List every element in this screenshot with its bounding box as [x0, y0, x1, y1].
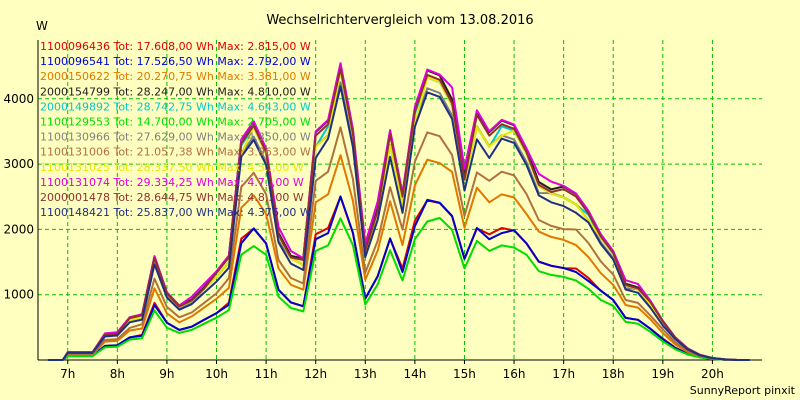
y-tick-label: 3000: [3, 157, 34, 171]
series-line: [47, 154, 750, 361]
legend-entry: 1100130966 Tot: 27.629,00 Wh Max: 4.350,…: [40, 131, 311, 144]
x-tick-label: 20h: [701, 367, 724, 381]
y-tick-label: 2000: [3, 222, 34, 236]
x-tick-label: 14h: [403, 367, 426, 381]
legend-entry: 2000149892 Tot: 28.742,75 Wh Max: 4.643,…: [40, 100, 311, 113]
legend-entry: 1100096436 Tot: 17.608,00 Wh Max: 2.815,…: [40, 40, 311, 53]
series-line: [47, 195, 750, 361]
legend-entry: 2000150622 Tot: 20.270,75 Wh Max: 3.381,…: [40, 70, 311, 83]
legend-entry: 1100131074 Tot: 29.334,25 Wh Max: 4.7..,…: [40, 176, 304, 189]
x-tick-label: 17h: [552, 367, 575, 381]
legend-entry: 2000154799 Tot: 28.247,00 Wh Max: 4.810,…: [40, 85, 311, 98]
series-lines: [47, 62, 750, 361]
axes: [37, 40, 762, 361]
x-tick-label: 12h: [304, 367, 327, 381]
legend-entry: 1100131025 Tot: 28.337,50 Wh Max: 4.5..,…: [40, 161, 304, 174]
x-tick-label: 9h: [159, 367, 174, 381]
legend-entry: 1100131006 Tot: 21.057,38 Wh Max: 3.963,…: [40, 146, 311, 159]
legend-entry: 2000001478 Tot: 28.644,75 Wh Max: 4.8..,…: [40, 191, 304, 204]
y-tick-label: 4000: [3, 92, 34, 106]
series-line: [47, 126, 750, 361]
x-tick-label: 19h: [651, 367, 674, 381]
series-line: [47, 67, 750, 361]
legend-entry: 1100129553 Tot: 14.700,00 Wh Max: 2.705,…: [40, 116, 311, 129]
y-axis-label: W: [36, 19, 48, 33]
x-tick-label: 18h: [602, 367, 625, 381]
x-tick-label: 10h: [205, 367, 228, 381]
legend-entry: 1100096541 Tot: 17.526,50 Wh Max: 2.792,…: [40, 55, 311, 68]
x-tick-labels: 7h 8h 9h 10h 11h 12h 13h 14h 15h 16h 17h 18h 19h 20h: [60, 360, 724, 381]
y-tick-labels: 1000 2000 3000 4000: [3, 92, 34, 302]
series-line: [47, 217, 750, 361]
footer-credit: SunnyReport pinxit: [690, 384, 796, 397]
series-line: [47, 85, 750, 361]
legend-entry: 1100148421 Tot: 25.837,00 Wh Max: 4.376,…: [40, 206, 311, 219]
x-tick-label: 16h: [503, 367, 526, 381]
chart-title: Wechselrichtervergleich vom 13.08.2016: [266, 13, 533, 28]
x-tick-label: 7h: [60, 367, 75, 381]
x-tick-label: 8h: [110, 367, 125, 381]
x-tick-label: 15h: [453, 367, 476, 381]
series-line: [47, 195, 750, 361]
x-tick-label: 11h: [255, 367, 278, 381]
x-tick-label: 13h: [354, 367, 377, 381]
y-tick-label: 1000: [3, 288, 34, 302]
legend: 1100096436 Tot: 17.608,00 Wh Max: 2.815,…: [40, 40, 311, 219]
